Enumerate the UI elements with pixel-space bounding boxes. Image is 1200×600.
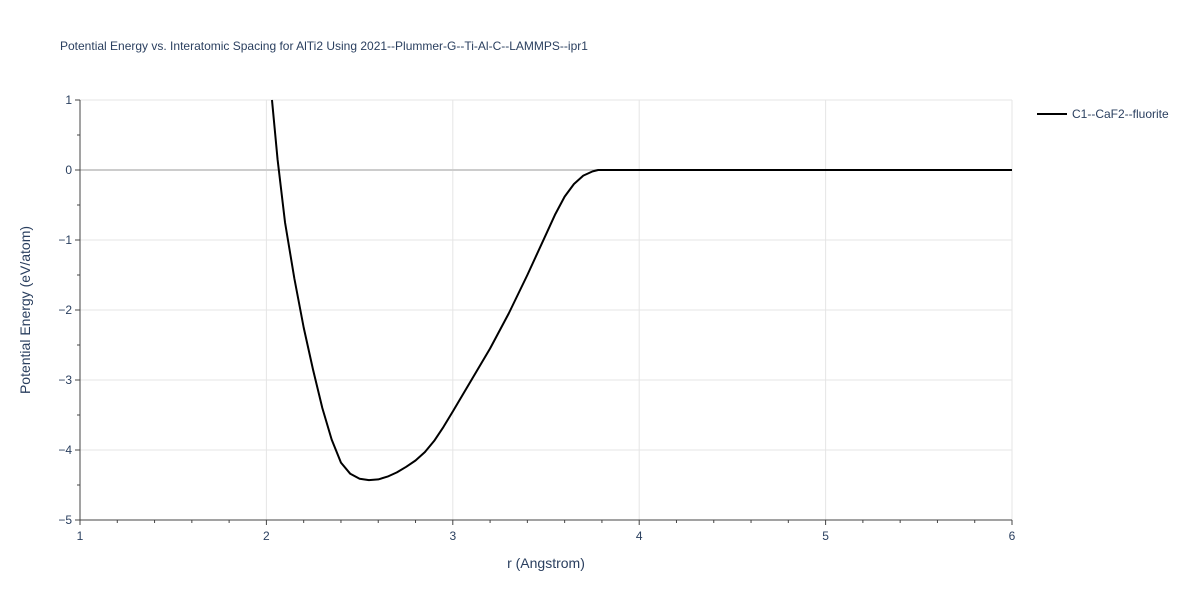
x-axis-ticks: 1 2 3 4 5 6 bbox=[77, 520, 1016, 543]
y-tick-label-3: −2 bbox=[58, 303, 72, 317]
x-tick-label-4: 5 bbox=[822, 529, 829, 543]
x-tick-label-1: 2 bbox=[263, 529, 270, 543]
chart-title: Potential Energy vs. Interatomic Spacing… bbox=[60, 39, 588, 53]
y-tick-label-1: 0 bbox=[65, 163, 72, 177]
y-tick-label-0: 1 bbox=[65, 93, 72, 107]
x-tick-label-5: 6 bbox=[1009, 529, 1016, 543]
y-tick-label-4: −3 bbox=[58, 373, 72, 387]
y-tick-label-6: −5 bbox=[58, 513, 72, 527]
y-axis-title: Potential Energy (eV/atom) bbox=[17, 226, 33, 394]
y-tick-label-5: −4 bbox=[58, 443, 72, 457]
x-tick-label-2: 3 bbox=[449, 529, 456, 543]
y-axis-ticks: 1 0 −1 −2 −3 −4 −5 bbox=[58, 93, 80, 527]
grid bbox=[80, 99, 1013, 520]
x-axis-title: r (Angstrom) bbox=[507, 555, 585, 571]
x-tick-label-3: 4 bbox=[636, 529, 643, 543]
legend[interactable]: C1--CaF2--fluorite bbox=[1037, 107, 1169, 121]
series-line-0[interactable] bbox=[270, 99, 1012, 482]
legend-label-0[interactable]: C1--CaF2--fluorite bbox=[1072, 107, 1169, 121]
series-layer[interactable] bbox=[270, 99, 1012, 482]
x-tick-label-0: 1 bbox=[77, 529, 84, 543]
y-tick-label-2: −1 bbox=[58, 233, 72, 247]
